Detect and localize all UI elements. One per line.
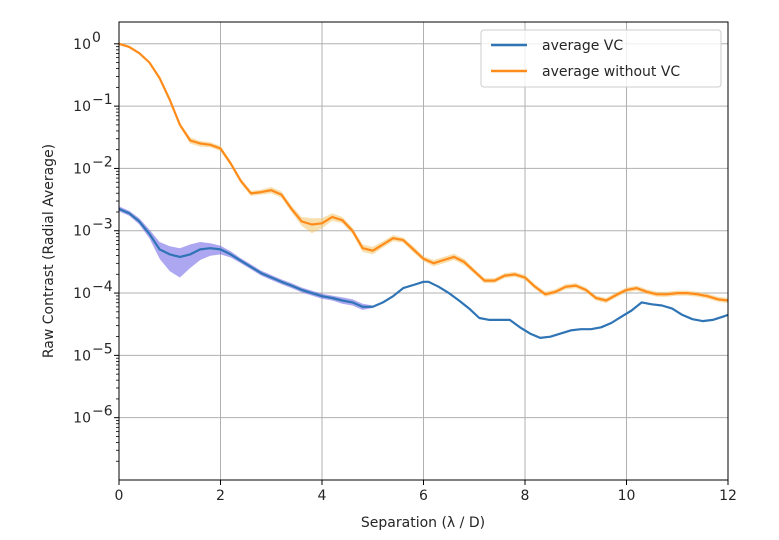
y-tick-label: 10 [73,99,91,115]
legend-box [480,29,722,88]
series-band-0 [119,206,373,310]
y-tick-label: 10 [73,348,91,364]
y-tick-exponent: 0 [92,30,101,46]
x-tick-label: 0 [115,488,124,504]
x-tick-label: 12 [719,488,737,504]
y-tick-exponent: −3 [92,217,113,233]
y-tick-exponent: −6 [92,404,113,420]
x-tick-label: 8 [521,488,530,504]
x-tick-label: 2 [216,488,225,504]
legend-label-average-vc: average VC [542,38,623,54]
grid [118,22,729,480]
y-tick-label: 10 [73,37,91,53]
x-tick-label: 10 [618,488,636,504]
x-tick-label: 6 [419,488,428,504]
legend-label-average-without-vc: average without VC [542,64,680,80]
y-tick-label: 10 [73,286,91,302]
y-tick-exponent: −4 [92,279,113,295]
y-tick-exponent: −1 [92,92,113,108]
y-axis-label: Raw Contrast (Radial Average) [41,144,57,358]
y-tick-label: 10 [73,161,91,177]
y-tick-label: 10 [73,411,91,427]
series-line-1 [118,42,729,302]
y-tick-exponent: −2 [92,154,113,170]
x-axis-ticks: 0 2 4 6 8 10 12 [115,480,737,504]
y-tick-label: 10 [73,224,91,240]
x-tick-label: 4 [318,488,327,504]
x-axis-label: Separation (λ / D) [361,515,485,531]
series-line-0 [118,207,729,339]
legend: average VC average without VC [480,29,722,88]
uncertainty-bands [119,42,728,310]
y-tick-exponent: −5 [92,341,113,357]
series-lines [118,42,729,339]
